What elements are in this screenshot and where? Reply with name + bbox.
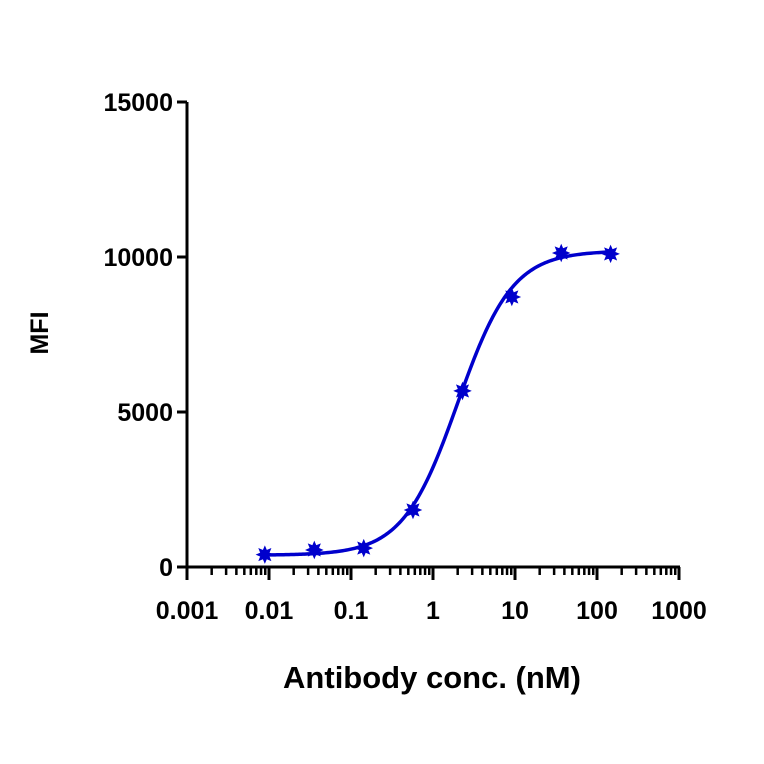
data-point-marker	[601, 244, 620, 264]
y-tick-label: 0	[159, 554, 173, 582]
y-tick-label: 5000	[117, 399, 173, 427]
x-axis: 0.001 0.01 0.1 1 10 100 1000	[156, 565, 707, 625]
data-point-marker	[403, 500, 423, 520]
data-point-marker	[551, 243, 571, 263]
data-point-marker	[453, 381, 472, 401]
x-tick-label: 0.1	[334, 597, 369, 625]
data-point-marker	[255, 545, 275, 564]
data-point-marker	[502, 287, 522, 307]
x-tick-label: 0.01	[245, 597, 294, 625]
x-tick-label: 10	[501, 597, 529, 625]
x-tick-label: 1	[426, 597, 440, 625]
y-tick-label: 10000	[103, 244, 173, 272]
data-points	[255, 243, 620, 564]
data-point-marker	[354, 538, 374, 558]
y-axis: 0 5000 10000 15000	[103, 89, 189, 582]
x-axis-title: Antibody conc. (nM)	[283, 660, 581, 695]
x-tick-label: 0.001	[156, 597, 219, 625]
y-tick-label: 15000	[103, 89, 173, 117]
x-tick-label: 1000	[651, 597, 707, 625]
fit-curve-path	[264, 250, 611, 557]
data-point-marker	[305, 540, 324, 560]
x-tick-label: 100	[576, 597, 618, 625]
fit-curve	[264, 250, 611, 557]
y-axis-title: MFI	[26, 311, 54, 354]
